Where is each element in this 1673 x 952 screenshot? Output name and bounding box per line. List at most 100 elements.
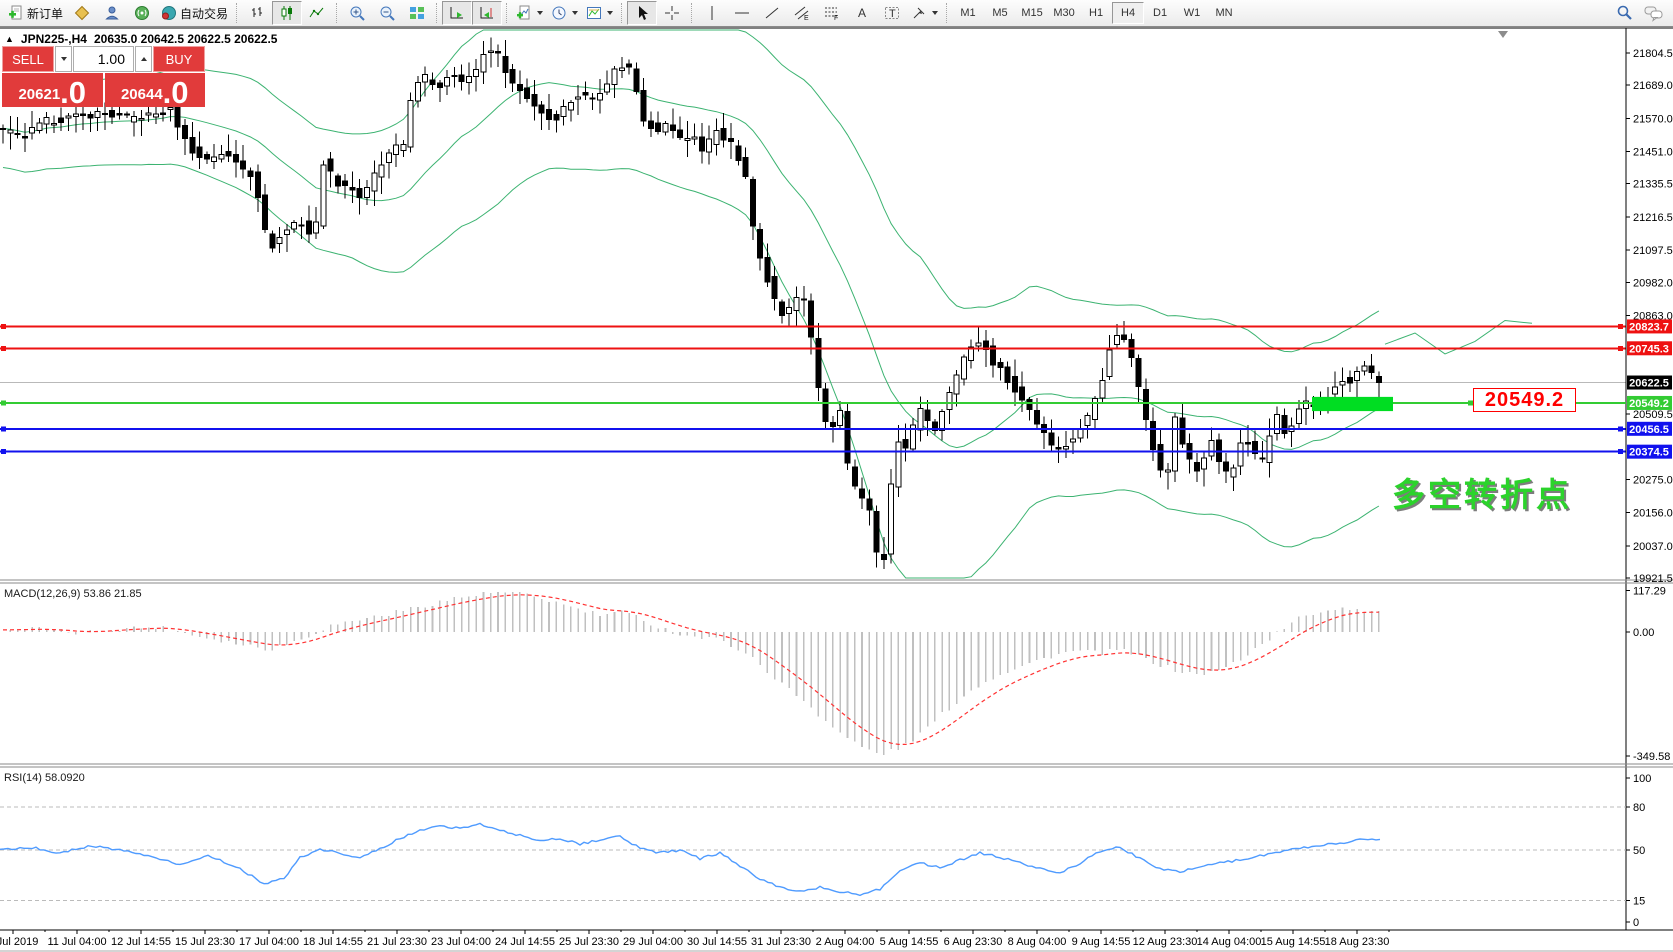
indicators-button[interactable] <box>512 1 547 25</box>
text-button[interactable]: A <box>847 1 877 25</box>
hline-20456.5[interactable] <box>0 426 1626 432</box>
line-handle[interactable] <box>1 426 6 432</box>
timeframe-mn-button[interactable]: MN <box>1215 7 1233 19</box>
timeframe-h4-button[interactable]: H4 <box>1112 2 1145 24</box>
line-handle[interactable] <box>1 400 6 406</box>
axis-label: 20509.5 <box>1633 409 1673 421</box>
axis-label: 19921.5 <box>1633 573 1673 585</box>
volume-input[interactable]: 1.00 <box>73 46 134 72</box>
clock-icon <box>552 6 566 20</box>
time-label: 31 Jul 23:30 <box>751 936 811 948</box>
toolbar-separator <box>436 3 438 23</box>
collapse-panel-icon[interactable]: ▲ <box>5 34 14 44</box>
text-icon: A <box>858 6 866 20</box>
chart-background <box>0 28 1673 930</box>
line-handle[interactable] <box>1618 426 1623 432</box>
line-handle[interactable] <box>1618 323 1623 329</box>
auto-scroll-icon <box>450 7 464 19</box>
sell-button[interactable]: SELL <box>2 46 54 72</box>
rsi-pane <box>0 806 1626 901</box>
time-label: 18 Jul 14:55 <box>303 936 363 948</box>
periods-button[interactable] <box>547 1 582 25</box>
time-label: 12 Jul 14:55 <box>111 936 171 948</box>
trendline-button[interactable] <box>757 1 787 25</box>
text-label-button[interactable]: T <box>877 1 907 25</box>
fibonacci-icon: F <box>825 7 838 21</box>
macd-indicator-label: MACD(12,26,9) 53.86 21.85 <box>4 588 142 600</box>
axis-label: 80 <box>1633 802 1645 814</box>
arrows-icon <box>913 7 925 19</box>
signals-button[interactable] <box>127 1 157 25</box>
price-tag-20374.5: 20374.5 <box>1627 444 1672 459</box>
timeframe-m30-button[interactable]: M30 <box>1053 7 1075 19</box>
chart-shift-button[interactable] <box>472 1 503 25</box>
chart-shift-marker[interactable] <box>1498 31 1508 38</box>
line-handle[interactable] <box>1 345 6 351</box>
timeframe-m15-button[interactable]: M15 <box>1021 7 1043 19</box>
sell-price-pip: .0 <box>60 74 87 110</box>
dropdown-caret-icon <box>572 11 579 15</box>
dropdown-caret-icon <box>607 11 614 15</box>
svg-text:20823.7: 20823.7 <box>1629 321 1669 333</box>
profiles-button[interactable] <box>97 1 127 25</box>
bar-chart-button[interactable] <box>242 1 272 25</box>
horizontal-line-button[interactable] <box>727 1 757 25</box>
main-toolbar: 新订单 自动交易 <box>0 0 1673 27</box>
search-button[interactable] <box>1609 1 1639 25</box>
timeframe-w1-button[interactable]: W1 <box>1183 7 1201 19</box>
timeframe-m1-button[interactable]: M1 <box>960 7 976 19</box>
axis-label: 20982.0 <box>1633 277 1673 289</box>
candles <box>0 37 1382 570</box>
chat-button[interactable] <box>1639 1 1669 25</box>
auto-trading-button[interactable]: 自动交易 <box>157 1 232 25</box>
new-order-button[interactable]: 新订单 <box>4 1 67 25</box>
line-chart-icon <box>309 7 324 18</box>
channel-icon: E <box>794 6 809 21</box>
level-price-callout[interactable]: 20549.2 <box>1473 388 1576 412</box>
line-handle[interactable] <box>1 449 6 455</box>
timeframe-h1-button[interactable]: H1 <box>1089 7 1104 19</box>
volume-decrease-button[interactable] <box>55 46 72 72</box>
sell-price-button[interactable]: 20621 .0 <box>2 73 103 110</box>
line-handle[interactable] <box>1 323 6 329</box>
svg-text:F: F <box>834 15 838 21</box>
candlestick-button[interactable] <box>272 1 303 25</box>
tile-windows-button[interactable] <box>402 1 432 25</box>
zoom-in-button[interactable] <box>342 1 372 25</box>
equidistant-channel-button[interactable]: E <box>787 1 817 25</box>
hline-20823.7[interactable] <box>0 323 1626 329</box>
toolbar-separator <box>336 3 338 23</box>
line-handle[interactable] <box>1618 345 1623 351</box>
timeframe-m5-button[interactable]: M5 <box>992 7 1008 19</box>
buy-button[interactable]: BUY <box>153 46 205 72</box>
line-handle[interactable] <box>1468 400 1473 406</box>
ohlc-values: 20635.0 20642.5 20622.5 20622.5 <box>93 32 278 46</box>
volume-increase-button[interactable] <box>135 46 152 72</box>
price-axis: 21804.5 21689.0 21570.0 21451.0 21335.5 21216… <box>1626 48 1673 929</box>
dropdown-caret-icon <box>932 11 939 15</box>
time-label: 9 Jul 2019 <box>0 936 38 948</box>
buy-price-button[interactable]: 20644 .0 <box>104 73 205 108</box>
auto-scroll-button[interactable] <box>442 1 473 25</box>
price-tag-20456.5: 20456.5 <box>1627 421 1672 436</box>
line-handle[interactable] <box>1618 449 1623 455</box>
arrows-button[interactable] <box>907 1 942 25</box>
cursor-button[interactable] <box>627 1 658 25</box>
line-chart-button[interactable] <box>302 1 332 25</box>
crosshair-button[interactable] <box>657 1 687 25</box>
timeframe-d1-button[interactable]: D1 <box>1153 7 1168 19</box>
hline-20374.5[interactable] <box>0 449 1626 455</box>
templates-button[interactable] <box>582 1 617 25</box>
zoom-out-button[interactable] <box>372 1 402 25</box>
toolbar-separator <box>236 3 238 23</box>
vertical-line-button[interactable] <box>697 1 727 25</box>
new-chart-button[interactable] <box>67 1 97 25</box>
time-label: 25 Jul 23:30 <box>559 936 619 948</box>
hline-20745.3[interactable] <box>0 345 1626 351</box>
time-label: 2 Aug 04:00 <box>816 936 875 948</box>
time-label: 14 Aug 04:00 <box>1197 936 1262 948</box>
fibonacci-button[interactable]: F <box>817 1 847 25</box>
template-icon <box>587 7 602 19</box>
highlight-zone-rect[interactable] <box>1312 396 1393 412</box>
